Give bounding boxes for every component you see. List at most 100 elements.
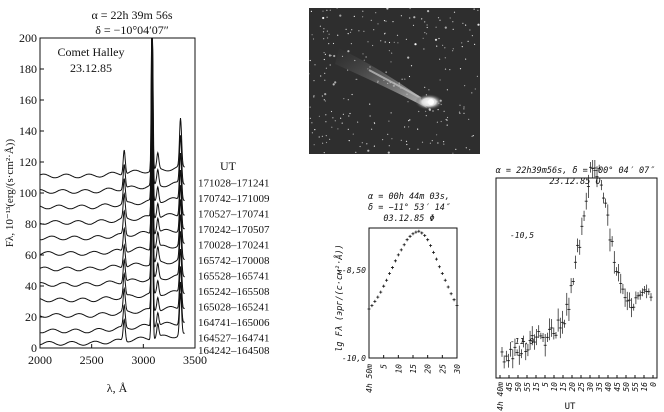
spectrum-line <box>39 37 185 225</box>
star <box>392 21 394 23</box>
star <box>347 50 350 53</box>
star <box>366 143 368 145</box>
star <box>324 79 326 81</box>
x-tick-label: 2000 <box>28 353 52 367</box>
star <box>452 152 454 154</box>
star <box>365 56 367 58</box>
y-tick-label: 20 <box>25 310 37 324</box>
star <box>476 75 478 77</box>
star <box>427 10 430 13</box>
star <box>350 43 352 45</box>
star <box>401 78 403 80</box>
star <box>323 28 325 30</box>
star <box>418 110 420 113</box>
star <box>385 20 387 22</box>
star <box>375 12 377 14</box>
star <box>320 75 322 77</box>
star <box>437 142 439 144</box>
comet-photo <box>309 8 480 154</box>
ut-interval-label: 165028–165241 <box>198 302 270 314</box>
star <box>321 135 323 137</box>
x-tick-label: 15 <box>409 364 418 374</box>
star <box>449 17 451 19</box>
y-axis-ticks: 0 20 40 60 80 100 120 140 160 180 200 <box>19 31 44 355</box>
star <box>348 115 350 117</box>
star <box>404 126 406 128</box>
y-tick-label: 60 <box>25 248 37 262</box>
star <box>330 110 333 113</box>
star <box>387 133 389 135</box>
right-x-label: UT <box>565 402 576 412</box>
data-point <box>411 232 415 236</box>
spectrum-line <box>39 37 185 179</box>
data-point <box>376 295 380 299</box>
star <box>310 10 312 12</box>
data-point <box>385 278 389 282</box>
star <box>345 28 347 30</box>
star <box>373 29 375 31</box>
star <box>387 151 390 154</box>
star <box>443 143 445 145</box>
star <box>417 128 419 130</box>
y-axis-label: Fλ, 10⁻¹³(erg/(s·cm²·Å)) <box>4 139 16 248</box>
data-point <box>367 307 371 311</box>
star <box>424 32 426 34</box>
star <box>409 17 411 19</box>
star <box>363 59 365 61</box>
star <box>318 136 320 138</box>
star <box>446 116 449 119</box>
star <box>325 67 327 69</box>
star <box>426 24 428 26</box>
star <box>371 128 373 130</box>
star <box>337 128 339 130</box>
star <box>405 140 408 142</box>
star <box>423 48 425 50</box>
star <box>400 15 402 17</box>
star <box>347 128 349 130</box>
spectrum-line <box>39 100 185 287</box>
star <box>322 16 325 20</box>
x-tick-label: 10 <box>394 364 403 374</box>
star <box>408 75 411 78</box>
star <box>348 140 350 142</box>
star <box>321 95 323 97</box>
star <box>404 78 406 80</box>
star <box>388 145 390 147</box>
data-point <box>420 231 424 235</box>
ut-label: UT <box>220 159 237 173</box>
star <box>388 41 391 44</box>
star <box>359 145 361 148</box>
y-tick-label: 80 <box>25 217 37 231</box>
star <box>326 30 328 32</box>
ut-interval-label: 164242–164508 <box>198 345 270 357</box>
y-tick-label: 120 <box>19 155 37 169</box>
x-tick-label: 50 <box>622 382 631 392</box>
star <box>465 58 467 60</box>
star <box>326 9 328 11</box>
star <box>332 42 335 45</box>
left-y-label: lg Fλ (эрг/(с·см²·Å)) <box>333 244 345 351</box>
star <box>343 98 345 100</box>
x-tick-label: 30 <box>586 382 595 393</box>
star <box>444 26 447 29</box>
star <box>455 148 457 150</box>
star <box>326 16 328 18</box>
x-tick-label: 0 <box>649 382 658 387</box>
star <box>446 89 448 91</box>
star <box>309 73 310 75</box>
x-tick-label: 2500 <box>80 353 104 367</box>
right-header: α = 22h39m56s, δ = −00° 04′ 07″ <box>496 166 656 176</box>
data-point <box>443 278 447 282</box>
data-point <box>382 284 386 288</box>
star <box>339 14 342 17</box>
star <box>421 141 424 143</box>
y-tick-label: 160 <box>19 93 37 107</box>
x-tick-label: 35 <box>595 382 604 393</box>
star <box>332 117 334 119</box>
star <box>382 139 384 141</box>
star <box>313 96 315 98</box>
star <box>444 68 447 70</box>
star <box>409 119 411 121</box>
spectrum-line <box>40 156 185 334</box>
star <box>328 54 331 57</box>
